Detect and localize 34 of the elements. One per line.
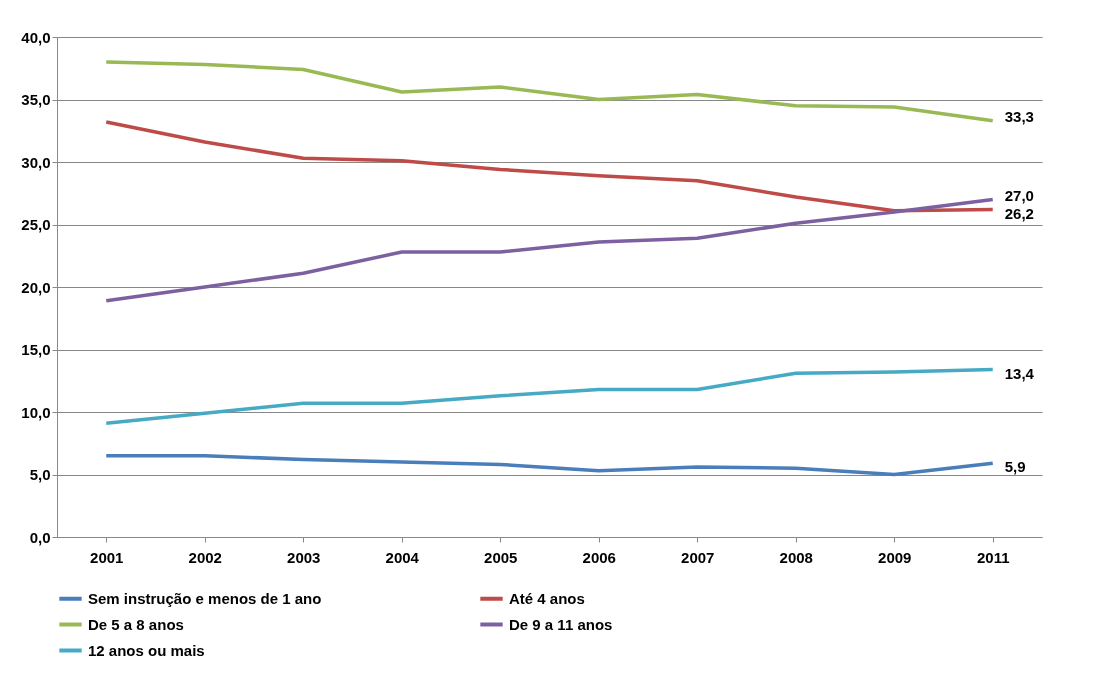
y-tick-label: 25,0 (21, 216, 51, 233)
x-tick-label: 2002 (188, 548, 222, 566)
line-series (104, 454, 995, 477)
data-label: 27,0 (1004, 186, 1034, 204)
x-tick-label: 2005 (484, 548, 518, 566)
y-tick-label: 30,0 (21, 153, 51, 171)
legend-label: 12 anos ou mais (88, 641, 205, 659)
y-tick-label: 5,0 (29, 466, 51, 483)
data-label: 13,4 (1004, 364, 1035, 382)
line-series (104, 367, 995, 425)
y-tick-label: 35,0 (21, 91, 51, 108)
y-tick-label: 40,0 (21, 28, 51, 46)
x-tick-label: 2007 (681, 548, 715, 566)
line-series (104, 120, 995, 213)
x-tick-label: 2003 (287, 548, 321, 566)
y-tick-label: 10,0 (21, 403, 51, 421)
x-tick-label: 2009 (878, 548, 912, 566)
data-label: 5,9 (1004, 458, 1026, 476)
legend-label: De 9 a 11 anos (509, 615, 613, 633)
legend-label: Sem instrução e menos de 1 ano (88, 589, 322, 607)
x-tick-label: 2004 (385, 548, 420, 566)
legend-label: De 5 a 8 anos (88, 615, 184, 633)
line-series (104, 60, 995, 123)
x-tick-label: 2006 (582, 548, 616, 566)
x-tick-label: 2008 (779, 548, 813, 566)
legend-label: Até 4 anos (509, 589, 585, 607)
y-tick-label: 20,0 (21, 278, 51, 296)
y-tick-label: 0,0 (29, 528, 51, 546)
data-label: 26,2 (1004, 204, 1034, 222)
y-tick-label: 15,0 (21, 341, 51, 358)
data-label: 33,3 (1004, 107, 1034, 125)
x-tick-label: 2001 (90, 548, 124, 566)
x-tick-label: 2011 (976, 548, 1010, 566)
line-series (104, 197, 995, 303)
